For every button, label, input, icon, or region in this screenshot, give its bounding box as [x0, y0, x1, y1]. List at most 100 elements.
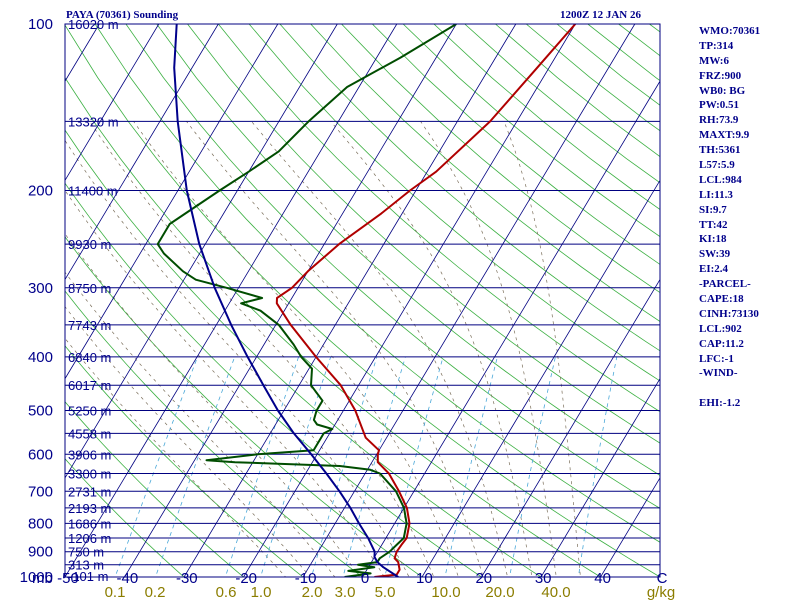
index-item: -PARCEL- [699, 278, 751, 291]
mixing-ratio-line [577, 356, 618, 577]
dry-adiabat [279, 24, 660, 352]
sounding-time: 1200Z 12 JAN 26 [560, 9, 641, 21]
mixing-ratio-label: 40.0 [541, 584, 570, 600]
height-label: 4558 m [68, 426, 111, 441]
dry-adiabat [187, 24, 660, 444]
index-item: CINH:73130 [699, 307, 759, 320]
index-item: MAXT:9.9 [699, 129, 750, 142]
height-label: 9930 m [68, 237, 111, 252]
pressure-tick-label: 200 [28, 183, 53, 200]
dry-adiabat [310, 24, 660, 322]
pressure-tick-label: 800 [28, 515, 53, 532]
index-item: CAPE:18 [699, 293, 744, 306]
index-item: -WIND- [699, 367, 738, 380]
height-label: 2193 m [68, 501, 111, 516]
mixing-ratio-label: 10.0 [431, 584, 460, 600]
index-item: SI:9.7 [699, 203, 727, 216]
series-layer [156, 24, 577, 577]
height-label: 3906 m [68, 447, 111, 462]
plot-area [65, 24, 660, 577]
isotherm [124, 24, 457, 577]
index-item: EI:2.4 [699, 263, 729, 276]
mixing-ratio-label: g/kg [647, 584, 675, 600]
dry-adiabat [248, 24, 660, 382]
mixing-ratio-label: 20.0 [485, 584, 514, 600]
height-label: 16020 m [68, 17, 119, 32]
isotherm [65, 24, 279, 380]
pressure-tick-label: 300 [28, 280, 53, 297]
dry-adiabat [65, 401, 245, 577]
isotherm [302, 24, 636, 577]
temperature-tick-label: C [657, 570, 668, 587]
dry-adiabat [65, 24, 660, 577]
mixing-ratio-label: 0.6 [216, 584, 237, 600]
temperature-tick-label: -30 [176, 570, 198, 587]
isotherm [481, 278, 660, 577]
dry-adiabat [65, 182, 483, 577]
mixing-ratio-line [114, 356, 198, 577]
mixing-ratio-line [155, 356, 236, 577]
dry-adiabat [156, 24, 660, 476]
height-label: 7743 m [68, 318, 111, 333]
index-item: KI:18 [699, 233, 727, 246]
mixing-ratio-label: 0.2 [145, 584, 166, 600]
mixing-ratio-line [509, 356, 556, 577]
background-grid [0, 24, 660, 589]
series-line-dew-point [156, 24, 457, 577]
mixing-ratio-label: 0.1 [105, 584, 126, 600]
mixing-ratio-label: 1.0 [251, 584, 272, 600]
pressure-tick-label: 100 [28, 16, 53, 33]
index-item: LCL:984 [699, 173, 742, 186]
series-line-temperature [275, 24, 577, 577]
temperature-tick-label: 30 [535, 570, 552, 587]
isotherm [65, 24, 219, 281]
isotherm [243, 24, 576, 577]
mixing-ratio-line [444, 356, 498, 577]
pressure-tick-label: 500 [28, 403, 53, 420]
pressure-unit-label: mb [32, 570, 53, 587]
index-item [699, 381, 760, 396]
index-item: WB0: BG [699, 84, 746, 97]
index-item: EHI:-1.2 [699, 397, 741, 410]
dry-adiabat [341, 24, 660, 294]
pressure-tick-label: 600 [28, 446, 53, 463]
height-label: -101 m [68, 569, 108, 584]
dry-adiabat [217, 24, 660, 413]
mixing-ratio-label: 5.0 [375, 584, 396, 600]
height-label: 313 m [68, 558, 104, 573]
pressure-tick-label: 1000 [20, 569, 53, 586]
temperature-tick-label: -50 [57, 570, 79, 587]
mixing-ratio-label: 3.0 [335, 584, 356, 600]
temperature-tick-label: 10 [416, 570, 433, 587]
index-item: WMO:70361 [699, 25, 761, 37]
indices-panel: WMO:70361 TP:314 MW:6 FRZ:900 WB0: BG PW:0.51… [699, 24, 760, 411]
isotherm [65, 24, 160, 182]
index-item: TT:42 [699, 218, 728, 231]
mixing-ratio-line [342, 356, 406, 577]
height-label: 3300 m [68, 467, 111, 482]
isotherm [183, 24, 517, 577]
dry-adiabat [65, 76, 602, 577]
dry-adiabat [372, 24, 660, 265]
temperature-tick-label: 0 [361, 570, 369, 587]
dry-adiabat [65, 129, 542, 577]
height-label: 6017 m [68, 378, 111, 393]
mixing-ratio-line [384, 356, 444, 577]
index-item: L57:5.9 [699, 159, 735, 172]
plot-frame [64, 23, 661, 578]
height-label: 2731 m [68, 484, 111, 499]
series-line-parcel [173, 24, 399, 577]
height-label: 1206 m [68, 531, 111, 546]
index-item: MW:6 [699, 54, 729, 67]
height-label: 5250 m [68, 404, 111, 419]
index-item: LFC:-1 [699, 352, 734, 365]
index-item: CAP:11.2 [699, 337, 744, 350]
chart-title: PAYA (70361) Sounding [66, 9, 179, 21]
isotherm [65, 24, 338, 479]
index-item: TH:5361 [699, 144, 741, 157]
isotherm [0, 24, 40, 589]
isotherm [65, 24, 398, 577]
isotherm [421, 179, 660, 577]
